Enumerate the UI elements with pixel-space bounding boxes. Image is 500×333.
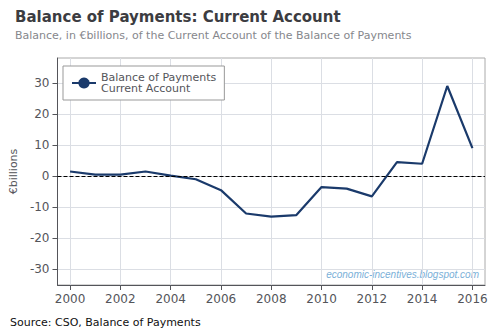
svg-text:2008: 2008 bbox=[256, 292, 287, 306]
svg-text:Balance of Payments: Balance of Payments bbox=[101, 71, 217, 84]
svg-text:-30: -30 bbox=[30, 262, 50, 276]
svg-text:2016: 2016 bbox=[457, 292, 488, 306]
svg-text:-20: -20 bbox=[30, 231, 50, 245]
svg-text:2012: 2012 bbox=[357, 292, 388, 306]
svg-text:Balance, in €billions, of the: Balance, in €billions, of the Current Ac… bbox=[15, 29, 412, 42]
svg-text:economic-incentives.blogspot.c: economic-incentives.blogspot.com bbox=[326, 269, 479, 280]
svg-text:€billions: €billions bbox=[7, 148, 20, 194]
svg-text:-10: -10 bbox=[30, 200, 50, 214]
svg-text:2000: 2000 bbox=[55, 292, 86, 306]
svg-text:Current Account: Current Account bbox=[101, 82, 191, 95]
svg-text:2010: 2010 bbox=[306, 292, 337, 306]
svg-text:Balance of Payments: Current A: Balance of Payments: Current Account bbox=[15, 8, 341, 26]
svg-text:30: 30 bbox=[34, 76, 49, 90]
svg-text:2004: 2004 bbox=[155, 292, 186, 306]
svg-text:10: 10 bbox=[34, 138, 49, 152]
svg-text:20: 20 bbox=[34, 107, 49, 121]
svg-text:0: 0 bbox=[42, 169, 50, 183]
svg-text:Source: CSO, Balance of Paymen: Source: CSO, Balance of Payments bbox=[10, 316, 201, 329]
svg-text:2002: 2002 bbox=[105, 292, 136, 306]
svg-text:2014: 2014 bbox=[407, 292, 438, 306]
svg-text:2006: 2006 bbox=[206, 292, 237, 306]
